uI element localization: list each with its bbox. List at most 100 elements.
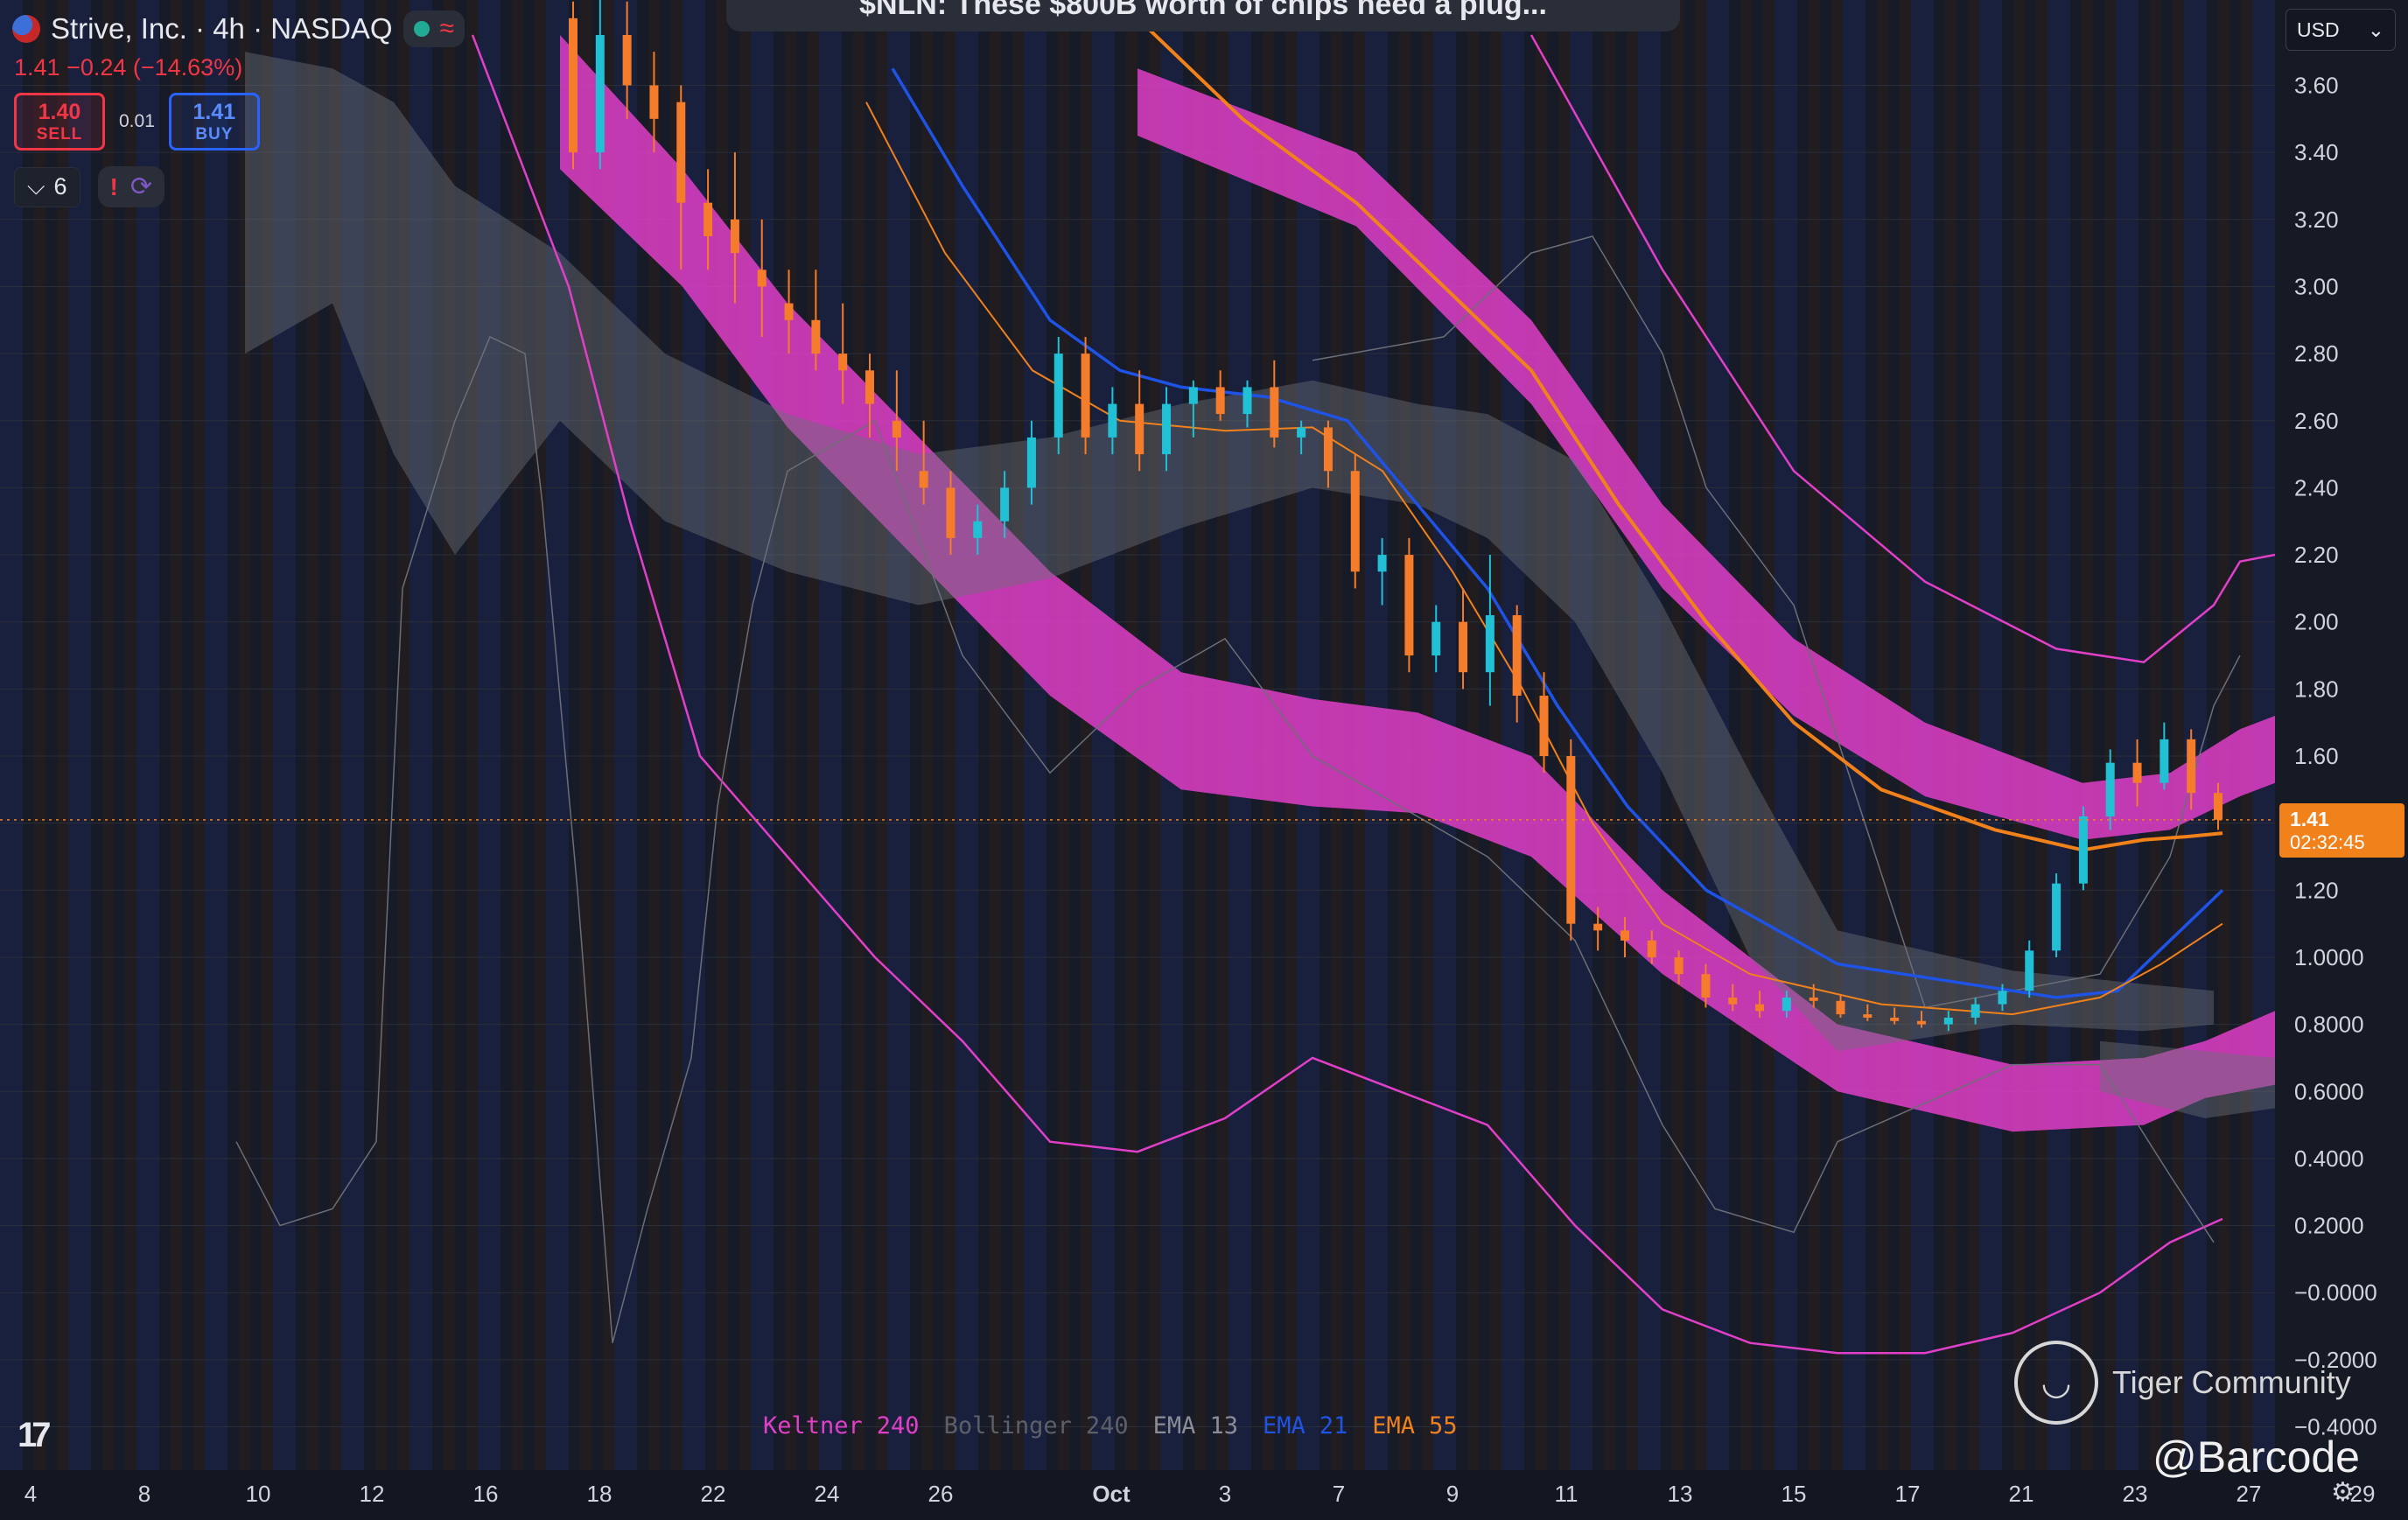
chevron-down-icon: ⌵ [27,172,46,200]
session-stripe [159,0,171,1470]
session-stripe [205,0,216,1470]
x-tick-label: 26 [928,1481,954,1507]
session-stripe [1092,0,1103,1470]
legend-name: EMA [1152,1412,1196,1439]
x-tick-label: 15 [1782,1481,1807,1507]
session-stripe [1604,0,1615,1470]
legend-item[interactable]: EMA 55 [1372,1412,1457,1439]
candle-body [838,354,848,371]
candle-body [1701,974,1711,998]
candle-body [1809,997,1818,1001]
session-stripe [739,0,751,1470]
legend-item[interactable]: Keltner 240 [763,1412,920,1439]
session-stripe [364,0,375,1470]
session-stripe [444,0,455,1470]
candle-body [1566,756,1576,924]
y-tick-label: 2.40 [2294,474,2339,501]
y-tick-label: 2.80 [2294,340,2339,367]
candle-body [865,370,875,404]
session-stripe [580,0,592,1470]
currency-select[interactable]: USD ⌄ [2286,9,2396,51]
legend-item[interactable]: EMA 13 [1153,1412,1238,1439]
candle-body [757,270,766,287]
legend-item[interactable]: Bollinger 240 [944,1412,1129,1439]
indicator-count: 6 [53,173,67,200]
session-stripe [921,0,933,1470]
session-stripe [523,0,535,1470]
session-stripe [1490,0,1502,1470]
sell-button[interactable]: 1.40 SELL [14,93,105,151]
candle-body [595,35,605,153]
session-stripe [296,0,307,1470]
bollinger-band [245,52,2214,1052]
session-stripe [899,0,910,1470]
session-stripe [341,0,353,1470]
session-stripe [774,0,785,1470]
symbol-title[interactable]: Strive, Inc. · 4h · NASDAQ [51,12,393,45]
market-status-pill[interactable]: ≈ [402,11,466,47]
bar-countdown: 02:32:45 [2290,830,2365,853]
session-stripe [637,0,648,1470]
session-stripe [717,0,728,1470]
legend-name: EMA [1372,1412,1416,1439]
tradingview-logo[interactable]: 17 [18,1416,51,1454]
session-stripe [307,0,318,1470]
session-stripe [1592,0,1604,1470]
candlesticks [569,0,2222,1032]
session-stripe [2070,0,2082,1470]
ema-13-line [865,102,2223,1016]
session-stripe [466,0,478,1470]
candle-body [676,102,686,203]
session-stripe [1797,0,1809,1470]
sync-icon[interactable]: ⟳ [130,172,152,201]
candle-body [1916,1020,1926,1025]
session-stripe [933,0,944,1470]
session-stripe [1740,0,1752,1470]
gear-icon[interactable]: ⚙ [2331,1478,2355,1507]
session-stripe [1706,0,1718,1470]
legend-item[interactable]: EMA 21 [1263,1412,1348,1439]
buy-button[interactable]: 1.41 BUY [168,93,260,151]
x-tick-label: 4 [24,1481,37,1507]
session-stripe [398,0,410,1470]
candle-body [730,219,739,254]
ema-55-line [1136,17,2223,852]
x-tick-label: Oct [1092,1481,1130,1507]
x-tick-label: 8 [138,1481,150,1507]
candle-body [1297,427,1306,438]
session-stripe [1502,0,1513,1470]
session-stripe [853,0,864,1470]
session-stripe [23,0,34,1470]
candle-body [1863,1014,1872,1018]
y-tick-label: 1.0000 [2294,944,2364,970]
trade-buttons: 1.40 SELL 0.01 1.41 BUY [14,93,260,151]
us-flag-icon [12,15,40,43]
news-banner[interactable]: $NLN: These $800B worth of chips need a … [726,0,1680,32]
session-stripe [182,0,193,1470]
x-tick-label: 13 [1668,1481,1693,1507]
session-stripe [57,0,68,1470]
session-stripe [819,0,830,1470]
candle-body [649,85,659,119]
session-stripe [102,0,114,1470]
candle-body [2105,762,2115,816]
bollinger-band-right [2100,1040,2275,1118]
session-stripe [603,0,614,1470]
candle-body [704,202,713,236]
y-tick-label: 2.00 [2294,609,2339,635]
x-tick-label: 27 [2236,1481,2262,1507]
session-stripe [887,0,899,1470]
session-stripe [1752,0,1763,1470]
candle-body [1998,991,2007,1005]
x-tick-label: 3 [1219,1481,1231,1507]
status-pill[interactable]: ! ⟳ [97,166,164,207]
session-stripe [353,0,364,1470]
collapse-indicators-button[interactable]: ⌵ 6 [14,166,80,207]
session-stripe [1729,0,1740,1470]
candle-body [1270,387,1279,438]
alert-icon[interactable]: ! [109,172,118,200]
buy-price: 1.41 [192,99,236,124]
session-stripe [1786,0,1797,1470]
tiger-logo-icon: ◡ [2014,1341,2098,1425]
